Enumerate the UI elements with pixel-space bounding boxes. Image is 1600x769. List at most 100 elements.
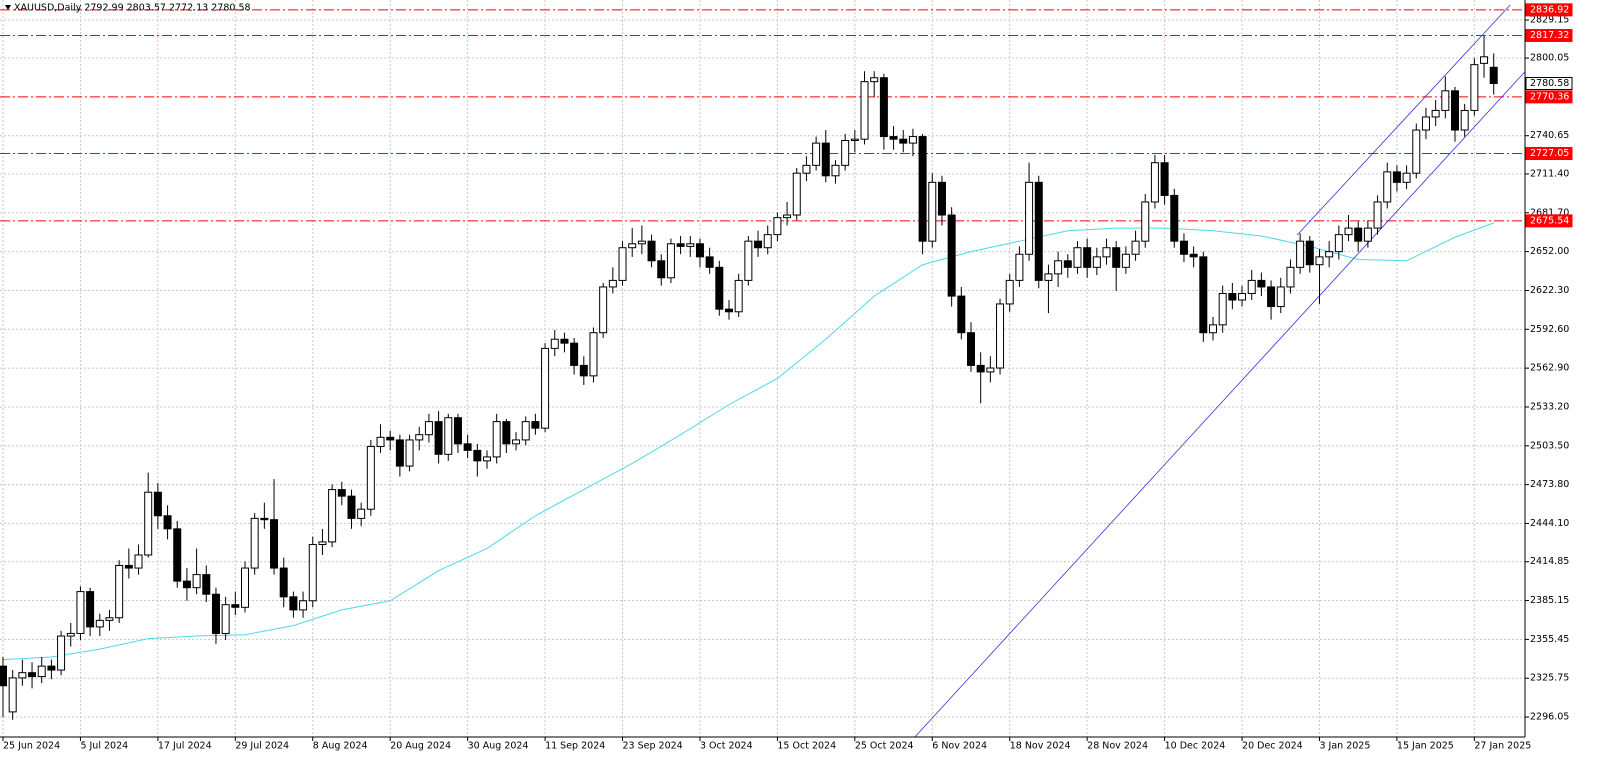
channel-line [1296, 4, 1511, 236]
candle-body [1363, 227, 1372, 242]
candle-body [783, 214, 792, 219]
candle-body [947, 214, 956, 297]
candle-body [37, 665, 46, 678]
candle-body [928, 181, 937, 242]
price-tag [1525, 77, 1573, 91]
candle-body [744, 240, 753, 281]
candle-body [637, 240, 646, 245]
x-tick-label: 3 Jan 2025 [1319, 741, 1370, 752]
candle-body [202, 574, 211, 595]
candle-body [1083, 247, 1092, 268]
x-tick-label: 5 Jul 2024 [80, 741, 128, 752]
price-tag-label: 2836.92 [1530, 4, 1569, 15]
candle-body [1315, 256, 1324, 266]
candle-body [531, 421, 540, 429]
x-tick-label: 20 Dec 2024 [1242, 741, 1303, 752]
menu-icon[interactable] [5, 5, 11, 10]
x-tick-label: 29 Jul 2024 [235, 741, 289, 752]
candle-body [28, 672, 37, 678]
candle-body [1470, 64, 1479, 111]
candle-body [1402, 172, 1411, 183]
candle-body [657, 260, 666, 279]
candle-body [763, 234, 772, 249]
candle-body [599, 286, 608, 334]
candle-body [337, 489, 346, 497]
candle-body [1102, 247, 1111, 258]
y-tick-label: 2800.05 [1530, 53, 1569, 64]
x-tick-label: 17 Jul 2024 [158, 741, 212, 752]
candle-body [676, 243, 685, 247]
candle-body [521, 421, 530, 441]
x-tick-label: 10 Dec 2024 [1165, 741, 1226, 752]
candle-body [260, 517, 269, 521]
candle-body [444, 417, 453, 455]
price-tag-label: 2770.36 [1530, 91, 1569, 102]
candle-body [483, 456, 491, 462]
candle-body [1131, 240, 1140, 255]
candle-body [1480, 56, 1489, 64]
candle-body [1150, 162, 1159, 203]
x-tick-label: 23 Sep 2024 [623, 741, 683, 752]
candle-body [221, 604, 230, 634]
price-tag [1525, 28, 1573, 42]
candle-body [1199, 256, 1208, 334]
y-tick-label: 2829.15 [1530, 15, 1569, 26]
candle-body [153, 491, 162, 517]
candle-body [628, 243, 637, 249]
candle-body [299, 600, 308, 611]
y-tick-label: 2414.85 [1530, 556, 1569, 567]
candle-body [347, 495, 356, 519]
candle-body [541, 347, 550, 429]
y-tick-label: 2681.70 [1530, 207, 1569, 218]
candle-body [76, 591, 85, 634]
candle-body [279, 567, 288, 598]
candle-body [1121, 253, 1130, 268]
candle-body [802, 164, 811, 174]
candle-body [647, 240, 656, 262]
y-tick-label: 2533.20 [1530, 401, 1569, 412]
candle-body [1228, 292, 1237, 301]
candle-body [163, 515, 172, 530]
candle-body [1441, 90, 1450, 111]
candle-body [1286, 266, 1295, 288]
candle-body [1354, 227, 1363, 242]
candle-body [386, 436, 395, 441]
y-tick-label: 2711.40 [1530, 168, 1569, 179]
candle-body [1451, 90, 1459, 131]
y-tick-label: 2355.45 [1530, 634, 1569, 645]
candle-body [589, 332, 598, 377]
candle-body [986, 367, 995, 373]
candle-body [1189, 253, 1198, 258]
x-tick-label: 8 Aug 2024 [313, 741, 368, 752]
candle-body [1044, 273, 1053, 281]
candle-body [1005, 279, 1014, 305]
x-tick-label: 6 Nov 2024 [932, 741, 987, 752]
candle-body [1247, 279, 1256, 294]
candle-body [463, 443, 472, 451]
candle-body [792, 172, 801, 216]
candle-body [1431, 109, 1440, 118]
candle-body [695, 243, 704, 258]
candle-body [1112, 247, 1121, 268]
candle-body [1267, 286, 1276, 308]
y-tick-label: 2325.75 [1530, 673, 1569, 684]
candle-body [328, 489, 337, 543]
candle-body [415, 434, 424, 441]
candle-body [473, 449, 482, 462]
candle-body [908, 136, 917, 144]
candle-body [512, 439, 521, 445]
x-tick-label: 20 Aug 2024 [390, 741, 451, 752]
candle-body [754, 240, 763, 249]
candle-body [453, 417, 462, 445]
candle-body [308, 544, 317, 602]
candle-body [424, 421, 433, 436]
candle-body [773, 217, 782, 236]
x-tick-label: 15 Jan 2025 [1397, 741, 1454, 752]
price-tag-label: 2727.05 [1530, 148, 1569, 159]
candle-body [1412, 129, 1421, 174]
y-tick-label: 2444.10 [1530, 518, 1569, 529]
candle-body [124, 564, 133, 569]
y-tick-label: 2562.90 [1530, 363, 1569, 374]
candle-body [502, 421, 511, 445]
